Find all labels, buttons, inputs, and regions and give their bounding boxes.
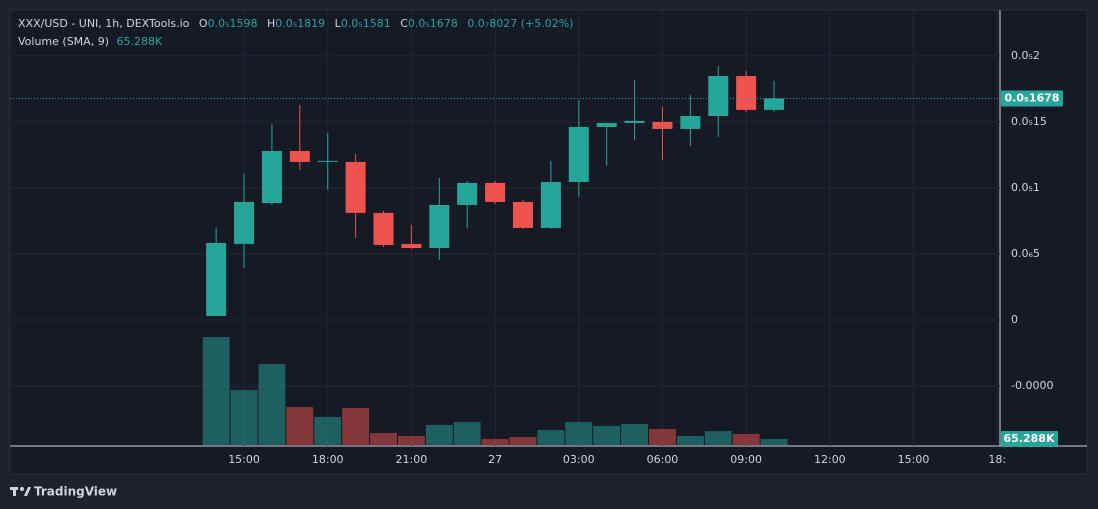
logo-mark [13,487,16,496]
y-tick-label: 0.0₅1 [1011,181,1040,194]
last-price-label: 0.0₅1678 [1005,91,1060,104]
volume-badge [1001,430,1058,447]
volume-bar [509,437,537,445]
x-tick-label: 15:00 [898,453,930,466]
volume-bar [676,435,704,445]
volume-value: 65.288K [116,35,162,48]
volume-bar [537,430,565,445]
x-tick-label: 06:00 [647,453,679,466]
volume-bar [258,364,286,445]
candle-body [708,76,729,116]
volume-bar [649,429,676,445]
volume-bar [732,433,760,445]
volume-bar [286,407,314,445]
candle-body [429,204,450,248]
y-tick-label: 0.0₅2 [1011,49,1040,62]
y-tick-label: 0 [1011,313,1018,326]
volume-bar [342,408,370,445]
volume-bar [397,435,425,445]
o-label: O [199,17,208,30]
candle-body [568,126,589,182]
volume-bar [593,425,621,445]
volume-bar [760,438,788,445]
last-price-badge [1001,90,1063,107]
candle-body [624,120,645,123]
volume-bar [314,416,342,445]
x-tick-label: 18: [988,453,1006,466]
candle-body [289,150,310,162]
y-tick-label: 0.0₅15 [1011,115,1047,128]
candle-body [317,160,338,162]
volume-bar [621,424,649,445]
candle-body [764,98,785,110]
c-value: 0.0₅1678 [408,17,458,30]
volume-bar [481,439,509,445]
volume-legend: Volume (SMA, 9) 65.288K [18,35,163,48]
candle-body [596,122,617,127]
logo-mark [20,487,24,491]
h-value: 0.0₅1819 [275,17,325,30]
volume-bar [425,424,453,445]
volume-bar [370,432,397,445]
h-label: H [267,17,275,30]
l-value: 0.0₅1581 [341,17,391,30]
candle-body [401,243,422,248]
x-tick-label: 09:00 [730,453,762,466]
x-tick-label: 18:00 [312,453,344,466]
candle-body [540,181,561,228]
candle-body [736,76,757,110]
volume-badge-label: 65.288K [1004,432,1055,445]
marks [10,65,1000,445]
candle-body [234,201,255,244]
c-label: C [400,17,408,30]
candle-body [345,161,366,213]
candle-body [652,121,673,129]
volume-bar [453,422,481,445]
volume-bar [565,422,593,445]
legend-line: XXX/USD - UNI, 1h, DEXTools.io O0.0₅1598… [18,17,573,30]
candle-body [373,212,394,245]
chart-frame [9,9,1088,475]
x-tick-label: 21:00 [396,453,428,466]
volume-bar [202,337,230,445]
y-tick-label: -0.0000 [1011,379,1053,392]
logo: TradingView [10,485,117,499]
volume-bar [704,431,732,445]
volume-title: Volume (SMA, 9) [18,35,109,48]
logo-mark [24,487,31,496]
brand: TradingView [34,485,117,499]
x-tick-label: 12:00 [814,453,846,466]
chart-title: XXX/USD - UNI, 1h, DEXTools.io [18,17,190,30]
candle-body [680,115,701,129]
candle-body [457,182,478,205]
o-value: 0.0₅1598 [208,17,258,30]
y-tick-label: 0.0₆5 [1011,247,1040,260]
change: 0.0₇8027 (+5.02%) [467,17,573,30]
x-tick-label: 27 [488,453,502,466]
candle-body [512,201,533,228]
x-tick-label: 15:00 [228,453,260,466]
volume-bar [230,390,258,445]
candle-body [485,182,506,202]
candle-body [261,150,282,203]
candle-body [206,242,227,316]
x-tick-label: 03:00 [563,453,595,466]
l-label: L [335,17,342,30]
